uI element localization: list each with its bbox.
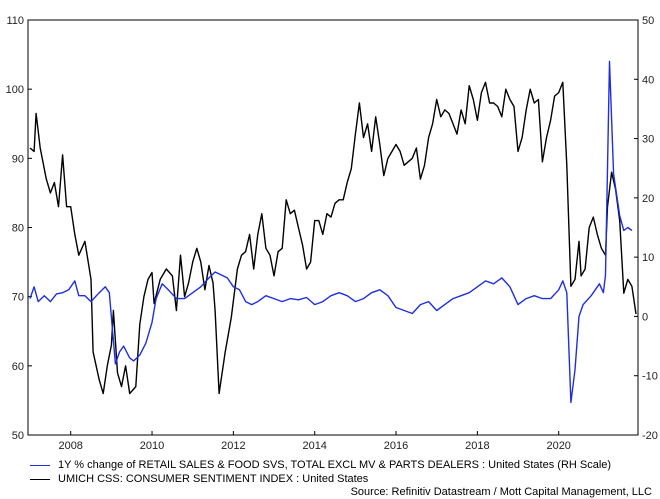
x-tick-label: 2012 bbox=[221, 440, 245, 452]
x-tick-label: 2014 bbox=[302, 440, 326, 452]
y-right-tick-label: -10 bbox=[642, 371, 658, 383]
legend-item-retail-sales: 1Y % change of RETAIL SALES & FOOD SVS, … bbox=[30, 459, 611, 471]
y-right-tick-label: 50 bbox=[642, 15, 654, 27]
x-tick-label: 2018 bbox=[465, 440, 489, 452]
y-left-tick-label: 110 bbox=[6, 15, 24, 27]
y-left-tick-label: 90 bbox=[12, 153, 24, 165]
y-left-tick-label: 70 bbox=[12, 292, 24, 304]
legend-label-retail-sales: 1Y % change of RETAIL SALES & FOOD SVS, … bbox=[58, 459, 611, 471]
y-left-tick-label: 80 bbox=[12, 223, 24, 235]
chart-canvas: 2008 2010 2012 2014 2016 2018 2020 50607080901… bbox=[0, 0, 660, 499]
y-right-tick-label: 40 bbox=[642, 74, 654, 86]
y-left-tick-label: 60 bbox=[12, 361, 24, 373]
y-right-tick-label: 30 bbox=[642, 134, 654, 146]
y-right-tick-label: 20 bbox=[642, 193, 654, 205]
legend-swatch-blue bbox=[30, 465, 50, 466]
legend-item-consumer-sentiment: UMICH CSS: CONSUMER SENTIMENT INDEX : Un… bbox=[30, 473, 368, 485]
x-tick-label: 2016 bbox=[384, 440, 408, 452]
x-tick-label: 2008 bbox=[58, 440, 82, 452]
plot-frame bbox=[28, 20, 638, 435]
legend-swatch-black bbox=[30, 479, 50, 480]
x-tick-label: 2020 bbox=[546, 440, 570, 452]
y-left-tick-label: 100 bbox=[6, 84, 24, 96]
y-right-tick-label: 0 bbox=[642, 311, 648, 323]
source-note: Source: Refinitiv Datastream / Mott Capi… bbox=[351, 486, 652, 498]
y-left-tick-label: 50 bbox=[12, 430, 24, 442]
x-tick-label: 2010 bbox=[140, 440, 164, 452]
legend-label-consumer-sentiment: UMICH CSS: CONSUMER SENTIMENT INDEX : Un… bbox=[58, 473, 368, 485]
y-right-tick-label: -20 bbox=[642, 430, 658, 442]
y-right-tick-label: 10 bbox=[642, 252, 654, 264]
